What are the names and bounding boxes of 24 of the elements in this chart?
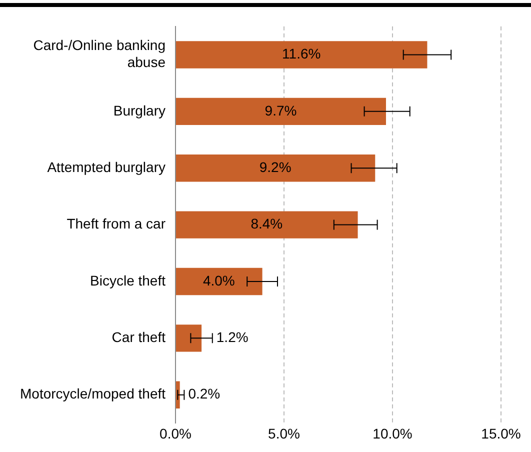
bar <box>176 41 428 68</box>
x-tick-label: 15.0% <box>481 425 521 442</box>
data-label: 8.4% <box>250 216 283 232</box>
x-tick-label: 0.0% <box>160 425 192 442</box>
data-label: 9.2% <box>259 158 292 175</box>
data-label: 4.0% <box>202 272 235 288</box>
y-tick-label: Car theft <box>112 329 166 346</box>
bar <box>176 98 386 126</box>
bar <box>176 211 358 238</box>
x-tick-label: 5.0% <box>268 425 300 442</box>
bar <box>176 324 202 352</box>
x-tick-label: 10.0% <box>372 425 412 442</box>
y-tick-label: Card-/Online banking abuse <box>33 37 166 70</box>
data-label: 0.2% <box>188 386 220 402</box>
y-tick-label: Bicycle theft <box>90 272 166 288</box>
y-tick-label: Burglary <box>113 102 166 118</box>
y-tick-label: Motorcycle/moped theft <box>20 386 166 402</box>
data-label: 11.6% <box>282 46 321 62</box>
bar <box>176 268 262 296</box>
y-tick-label: Theft from a car <box>66 216 166 232</box>
y-tick-label: Attempted burglary <box>47 158 166 175</box>
data-label: 1.2% <box>216 329 248 346</box>
bar <box>176 154 376 182</box>
data-label: 9.7% <box>264 102 297 118</box>
